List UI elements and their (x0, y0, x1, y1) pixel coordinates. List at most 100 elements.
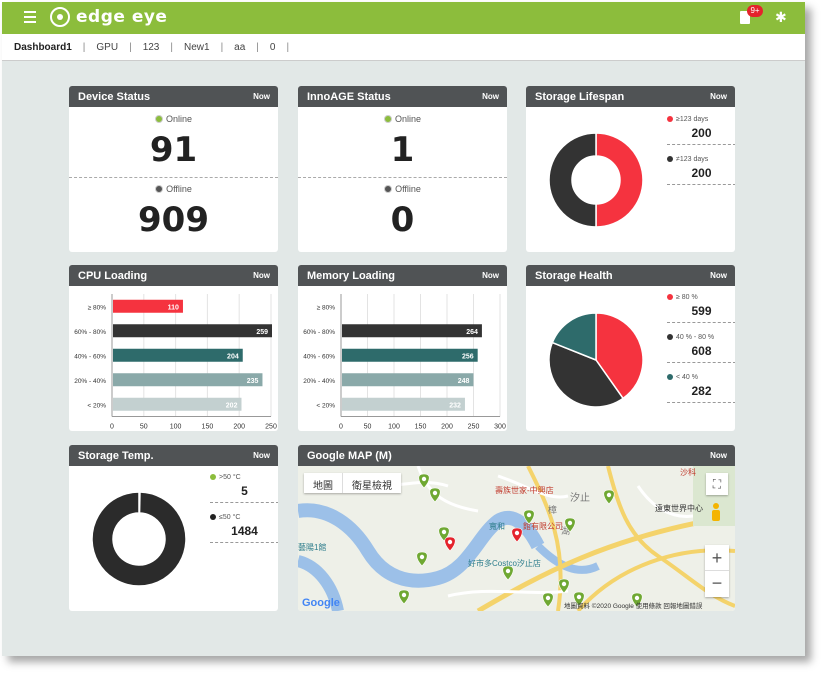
map-marker-icon[interactable] (573, 591, 585, 607)
map-marker-icon[interactable] (398, 589, 410, 605)
pie-slice (548, 341, 625, 408)
legend-item: ≥123 days 200 (667, 116, 735, 145)
innoage-status-card: InnoAGE Status Now Online 1 Offline 0 (298, 86, 507, 252)
bar (342, 373, 474, 387)
notification-icon[interactable] (740, 11, 750, 24)
fullscreen-icon[interactable]: ⛶ (706, 473, 728, 495)
y-tick-label: 60% - 80% (74, 329, 106, 336)
app-logo[interactable]: edge eye (50, 7, 167, 27)
y-tick-label: 60% - 80% (303, 329, 335, 336)
map-marker-icon[interactable] (603, 489, 615, 505)
tab-aa[interactable]: aa (234, 41, 246, 53)
x-tick-label: 300 (494, 424, 506, 431)
map-marker-icon[interactable] (564, 517, 576, 533)
map-marker-icon[interactable] (631, 592, 643, 608)
card-title: Storage Lifespan (535, 90, 625, 103)
storage-temp-card: Storage Temp. Now >50 °C 5 ≤50 °C 1484 (69, 445, 278, 611)
dashboard-window: edge eye 9+ ✱ Dashboard1 | GPU | 123 | New1… (2, 2, 805, 656)
card-header: Storage Health Now (526, 265, 735, 286)
bar (113, 373, 263, 387)
offline-count: 0 (390, 200, 415, 240)
zoom-in-button[interactable]: + (705, 545, 729, 571)
map-marker-icon[interactable] (444, 536, 456, 552)
tab-separator: | (286, 41, 290, 53)
legend-item: < 40 % 282 (667, 374, 735, 403)
map-marker-icon[interactable] (558, 578, 570, 594)
online-count: 91 (149, 130, 198, 170)
map-place-label: 好市多Costco汐止店 (468, 558, 541, 568)
y-tick-label: 20% - 40% (74, 378, 106, 385)
bar-value-label: 248 (458, 378, 470, 385)
card-header: CPU Loading Now (69, 265, 278, 286)
hamburger-menu-icon[interactable] (24, 11, 36, 23)
map-marker-icon[interactable] (429, 487, 441, 503)
logo-mark-icon (50, 7, 70, 27)
x-tick-label: 50 (140, 424, 148, 431)
offline-count: 909 (138, 200, 209, 240)
card-title: Google MAP (M) (307, 449, 392, 462)
map-place-label: 樟 (548, 504, 557, 515)
divider (298, 177, 507, 178)
zoom-control: + − (705, 545, 729, 597)
card-now-label: Now (710, 451, 727, 460)
offline-label: Offline (298, 184, 507, 194)
card-header: Device Status Now (69, 86, 278, 107)
legend-item: ≥ 80 % 599 (667, 294, 735, 323)
pie-slice (548, 132, 597, 228)
tab-123[interactable]: 123 (142, 41, 160, 53)
card-header: Memory Loading Now (298, 265, 507, 286)
map-marker-icon[interactable] (511, 527, 523, 543)
x-tick-label: 150 (415, 424, 427, 431)
map-type-satellite-button[interactable]: 衛星檢視 (342, 473, 401, 493)
card-now-label: Now (253, 92, 270, 101)
tab-gpu[interactable]: GPU (96, 41, 119, 53)
pegman-icon[interactable] (708, 503, 724, 523)
legend-dot-icon (210, 474, 216, 480)
online-label: Online (69, 114, 278, 124)
tab-separator: | (82, 41, 86, 53)
bar-value-label: 264 (466, 329, 478, 336)
map-type-map-button[interactable]: 地圖 (313, 481, 333, 492)
bar-value-label: 202 (226, 402, 238, 409)
bar (342, 397, 465, 411)
map-marker-icon[interactable] (542, 592, 554, 608)
gear-icon[interactable]: ✱ (775, 9, 787, 25)
y-tick-label: < 20% (87, 402, 106, 409)
card-now-label: Now (710, 92, 727, 101)
tab-new1[interactable]: New1 (183, 41, 210, 53)
legend-dot-icon (667, 334, 673, 340)
memory-loading-card: Memory Loading Now 0 50 100 150 200 250 300 ≥ 8… (298, 265, 507, 431)
map-marker-icon[interactable] (416, 551, 428, 567)
legend-item: >50 °C 5 (210, 474, 278, 503)
tab-0[interactable]: 0 (269, 41, 276, 53)
card-title: CPU Loading (78, 269, 148, 282)
y-tick-label: ≥ 80% (317, 304, 336, 311)
top-bar: edge eye 9+ ✱ (2, 2, 805, 34)
storage-lifespan-card: Storage Lifespan Now ≥123 days 200 ≠123 d… (526, 86, 735, 252)
bar (342, 348, 478, 362)
pie-slice (551, 312, 597, 362)
online-count: 1 (390, 130, 415, 170)
online-dot-icon (154, 115, 163, 123)
map-place-label: 壽族世家-中興店 (495, 485, 554, 495)
bar (342, 324, 482, 338)
map-marker-icon[interactable] (523, 509, 535, 525)
card-title: InnoAGE Status (307, 90, 391, 103)
map-marker-icon[interactable] (418, 473, 430, 489)
google-logo: Google (302, 597, 340, 609)
pie-slice (595, 132, 644, 228)
tab-dashboard1[interactable]: Dashboard1 (14, 41, 72, 53)
legend-dot-icon (667, 374, 673, 380)
pie-slice (595, 312, 644, 400)
card-title: Device Status (78, 90, 151, 103)
map-marker-icon[interactable] (502, 565, 514, 581)
storage-health-pie (548, 312, 644, 408)
offline-label: Offline (69, 184, 278, 194)
zoom-out-button[interactable]: − (711, 573, 723, 593)
legend-dot-icon (667, 294, 673, 300)
cpu-loading-card: CPU Loading Now 0 50 100 150 200 250 ≥ 80% 110 6… (69, 265, 278, 431)
card-now-label: Now (482, 92, 499, 101)
x-tick-label: 200 (233, 424, 245, 431)
bar-value-label: 235 (247, 378, 259, 385)
y-tick-label: < 20% (316, 402, 335, 409)
